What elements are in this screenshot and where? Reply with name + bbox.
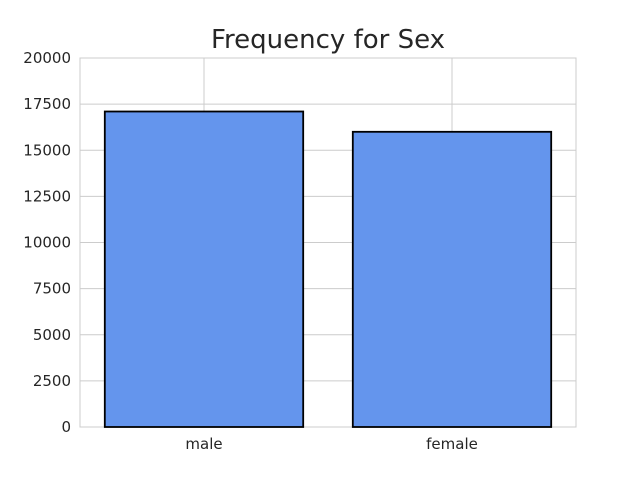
y-tick-label: 20000: [23, 49, 71, 67]
y-axis-ticks: 0 2500 5000 7500 10000 12500 15000 17500 20000: [23, 49, 71, 436]
plot-area-frame: [79, 57, 577, 428]
y-tick-label: 2500: [33, 372, 71, 390]
chart-title: Frequency for Sex: [211, 25, 445, 55]
y-tick-label: 10000: [23, 234, 71, 252]
y-tick-label: 17500: [23, 95, 71, 113]
y-tick-label: 7500: [33, 280, 71, 298]
y-tick-label: 15000: [23, 141, 71, 159]
y-tick-label: 0: [61, 418, 71, 436]
bars: [103, 110, 553, 428]
x-axis-ticks: male female: [185, 435, 477, 453]
y-tick-label: 5000: [33, 326, 71, 344]
x-tick-label-male: male: [185, 435, 222, 453]
y-tick-label: 12500: [23, 187, 71, 205]
x-tick-label-female: female: [426, 435, 478, 453]
bar-male: [103, 110, 305, 428]
bar-female: [351, 130, 553, 428]
